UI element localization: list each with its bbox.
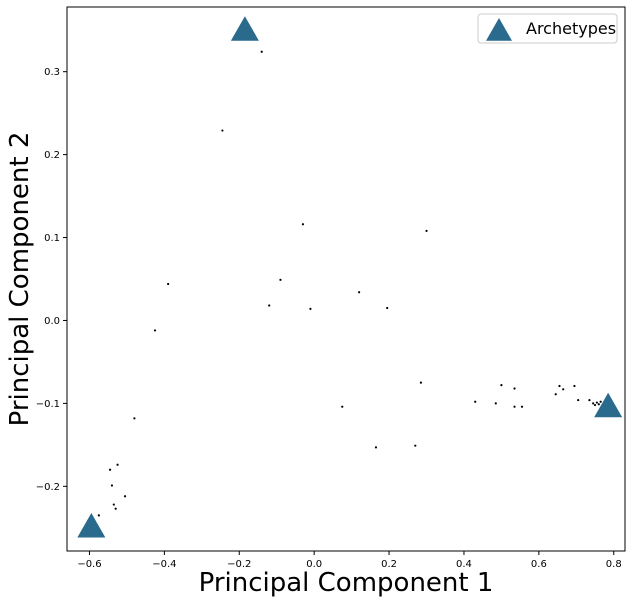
data-point — [554, 393, 557, 396]
data-point — [133, 417, 136, 420]
data-point — [114, 507, 117, 510]
data-point — [562, 388, 565, 391]
x-tick-label: 0.4 — [456, 559, 472, 570]
data-point — [110, 484, 114, 487]
y-tick-label: 0.2 — [44, 150, 60, 161]
data-point — [301, 223, 305, 226]
data-point — [414, 444, 417, 447]
x-axis-title: Principal Component 1 — [199, 568, 494, 598]
data-point — [558, 384, 561, 388]
y-tick-label: 0.3 — [44, 67, 60, 78]
data-point — [268, 304, 271, 307]
data-point — [419, 381, 422, 384]
data-point — [112, 503, 115, 506]
data-point — [260, 50, 263, 53]
data-point — [116, 463, 119, 466]
data-point — [494, 402, 497, 405]
data-point — [279, 278, 282, 281]
x-tick-label: 0.6 — [531, 559, 547, 570]
y-axis-title: Principal Component 2 — [5, 132, 35, 427]
y-tick-label: 0.0 — [44, 316, 60, 327]
x-axis-ticks: −0.6 −0.4 −0.2 0.0 0.2 0.4 0.6 0.8 — [77, 551, 622, 570]
legend-label-archetypes: Archetypes — [526, 19, 616, 38]
y-axis-ticks: −0.2 −0.1 0.0 0.1 0.2 0.3 — [36, 67, 67, 493]
data-point — [474, 400, 477, 403]
archetype-markers — [77, 16, 623, 538]
data-point — [221, 129, 224, 132]
data-point — [153, 329, 157, 332]
data-point — [573, 384, 576, 388]
data-point — [358, 291, 361, 294]
data-point — [597, 403, 600, 406]
data-point — [167, 282, 170, 286]
data-point — [386, 306, 389, 310]
x-tick-label: 0.8 — [606, 559, 622, 570]
data-point — [500, 384, 503, 387]
data-point — [309, 307, 312, 310]
data-point — [108, 468, 112, 471]
x-tick-label: −0.6 — [77, 559, 101, 570]
legend: Archetypes — [477, 13, 618, 44]
data-point — [599, 400, 602, 403]
data-point — [593, 403, 597, 407]
data-point — [595, 401, 599, 404]
x-tick-label: −0.4 — [152, 559, 176, 570]
data-point — [123, 495, 127, 498]
y-tick-label: 0.1 — [44, 233, 60, 244]
x-tick-label: −0.2 — [227, 559, 251, 570]
data-point — [588, 398, 591, 402]
archetype-marker — [230, 16, 259, 41]
x-tick-label: 0.0 — [306, 559, 322, 570]
data-point — [341, 405, 344, 408]
legend-box — [477, 13, 618, 44]
legend-archetype-marker — [486, 18, 512, 41]
data-points — [97, 50, 604, 517]
data-point — [374, 446, 378, 449]
data-point — [513, 405, 516, 408]
data-point — [425, 229, 428, 233]
y-tick-label: −0.1 — [36, 399, 60, 410]
y-tick-label: −0.2 — [36, 482, 60, 493]
data-point — [520, 405, 524, 408]
data-point — [97, 514, 100, 517]
archetype-marker — [594, 392, 623, 418]
plot-frame — [66, 6, 626, 552]
archetype-marker — [77, 512, 106, 538]
data-point — [592, 402, 595, 405]
data-point — [513, 387, 516, 390]
x-tick-label: 0.2 — [381, 559, 397, 570]
data-point — [577, 398, 580, 402]
